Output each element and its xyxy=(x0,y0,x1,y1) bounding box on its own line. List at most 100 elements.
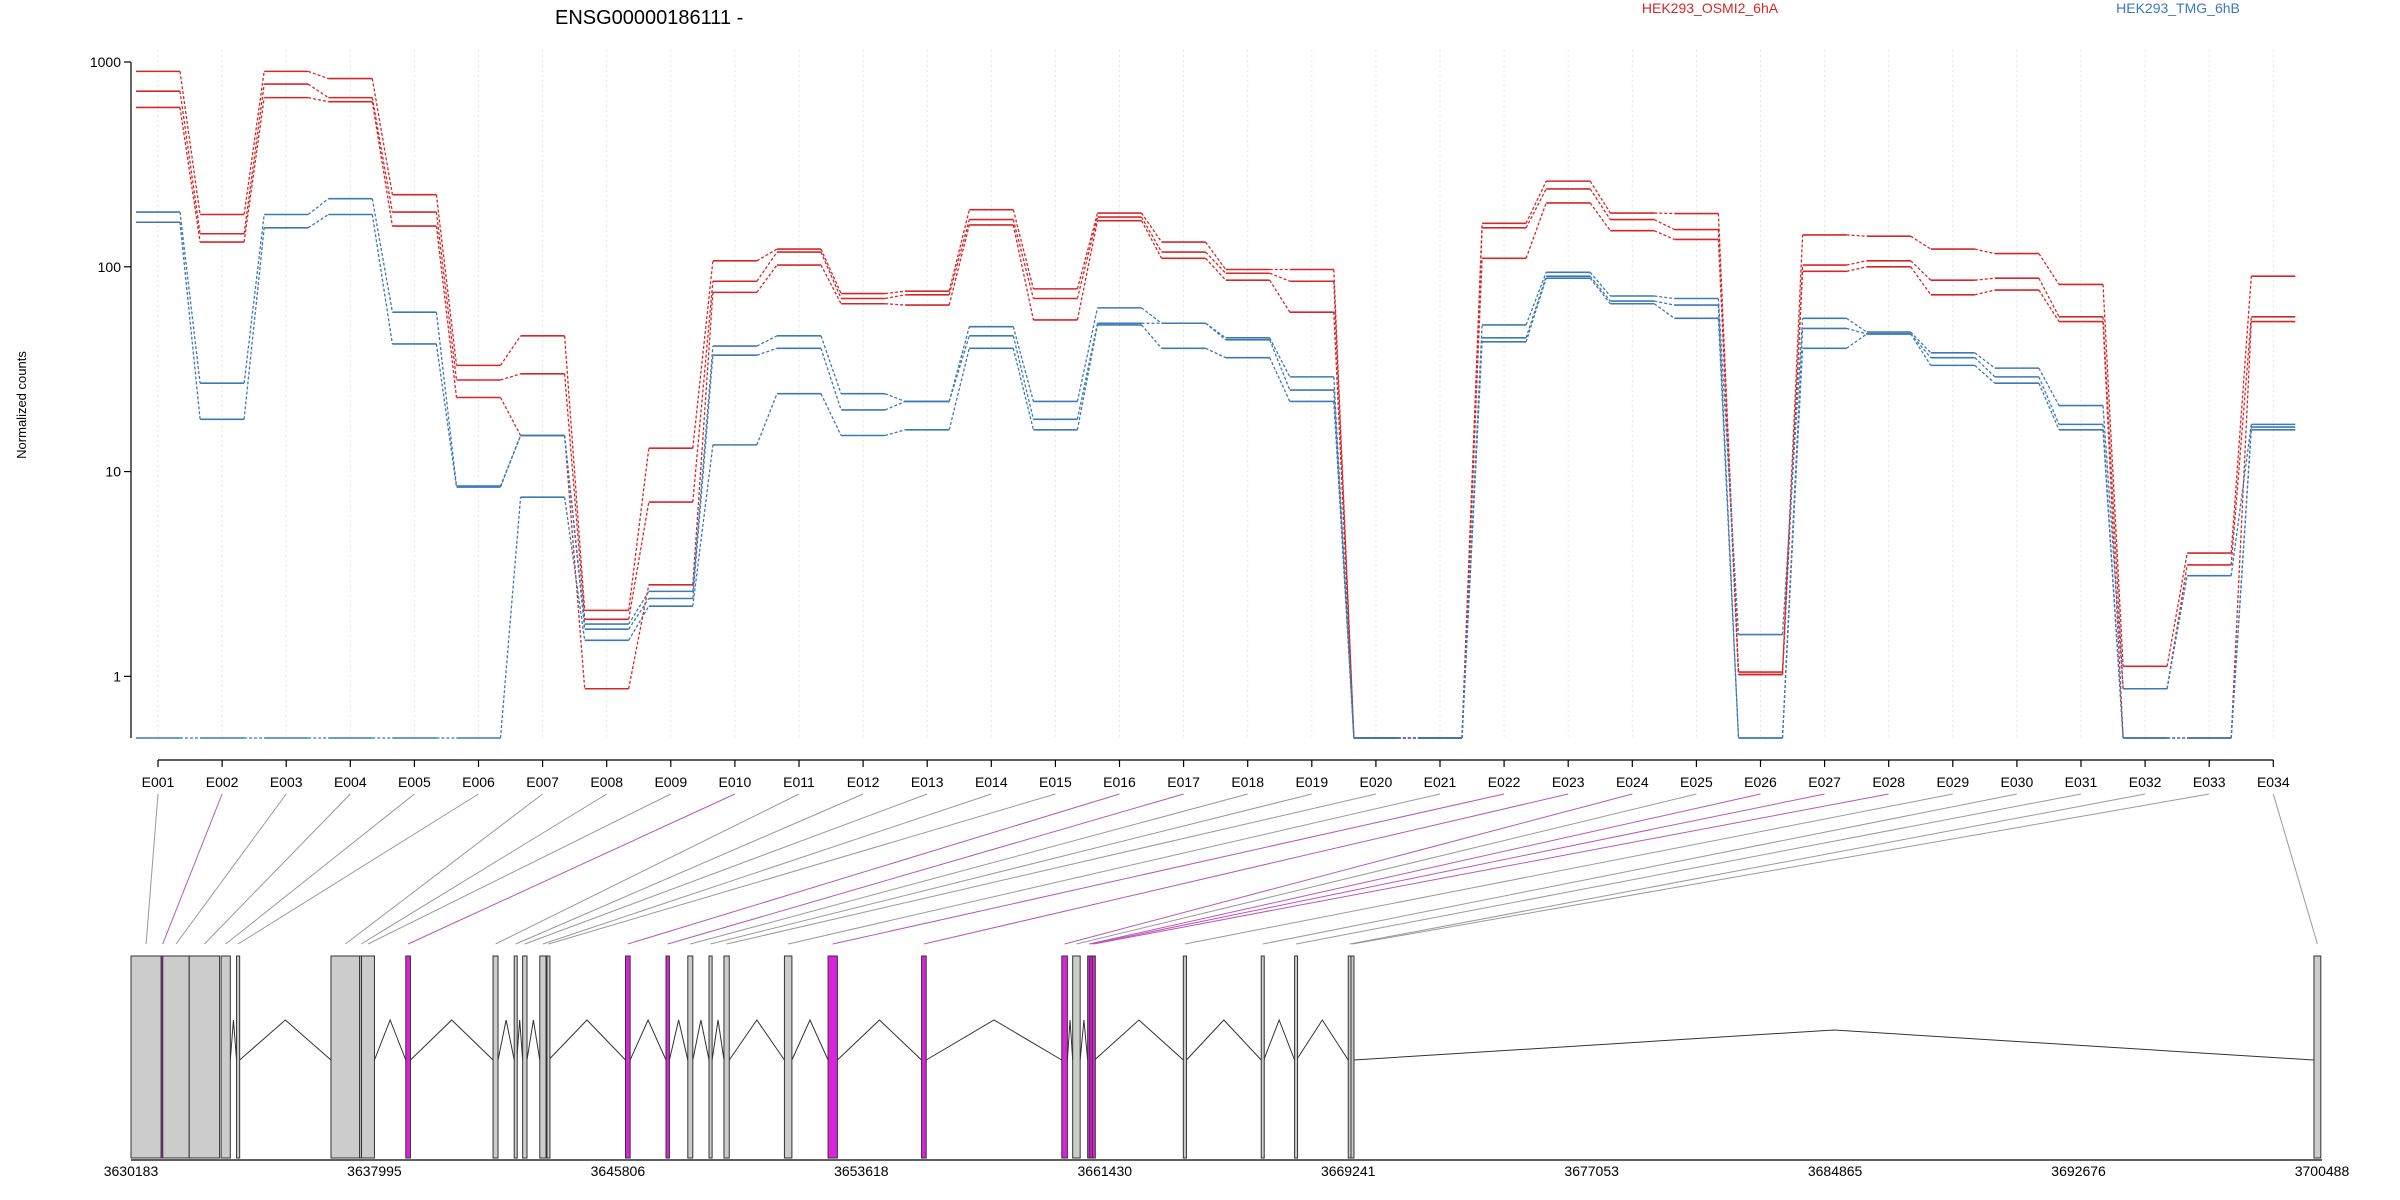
series-connector xyxy=(1781,348,1804,739)
series-connector xyxy=(885,303,906,306)
exon-mapping-line xyxy=(690,793,1248,945)
series-connector xyxy=(2102,429,2124,739)
series-connector xyxy=(1974,352,1996,369)
intron-connector xyxy=(526,1019,541,1061)
exon-box xyxy=(130,955,162,1159)
intron-connector xyxy=(925,1019,1063,1061)
series-connector xyxy=(1781,234,1804,673)
x-tick-label: E010 xyxy=(719,774,752,790)
exon-mapping-line xyxy=(407,793,736,945)
exon-box xyxy=(624,955,631,1159)
series-connector xyxy=(1910,260,1932,281)
series-connector xyxy=(179,211,201,384)
series-connector xyxy=(1525,180,1547,224)
series-connector xyxy=(948,335,970,402)
series-connector xyxy=(1974,289,1996,296)
intron-connector xyxy=(791,1018,829,1061)
series-connector xyxy=(2166,575,2188,689)
series-1 xyxy=(136,70,2296,739)
series-connector xyxy=(628,598,650,630)
x-tick-label: E005 xyxy=(398,774,431,790)
series-connector xyxy=(435,194,458,366)
intron-connector xyxy=(548,1019,626,1061)
series-connector xyxy=(2102,321,2124,739)
series-connector xyxy=(1589,277,1611,305)
series-connector xyxy=(1589,188,1611,220)
series-connector xyxy=(1589,180,1611,214)
series-connector xyxy=(1076,323,1099,420)
exon-box xyxy=(522,955,528,1159)
exon-mapping-line xyxy=(515,793,864,945)
x-tick-label: E032 xyxy=(2129,774,2162,790)
series-connector xyxy=(563,373,586,620)
series-connector xyxy=(628,501,650,620)
exon-mapping-line xyxy=(788,793,1441,945)
exon-box xyxy=(687,955,694,1159)
x-tick-label: E033 xyxy=(2193,774,2226,790)
series-connector xyxy=(1205,322,1227,339)
series-connector xyxy=(1333,390,1355,739)
series-connector xyxy=(243,71,265,215)
gene-model-track: 3630183 3637995 3645806 3653618 3661430 36692… xyxy=(104,955,2349,1179)
exon-box xyxy=(827,955,838,1159)
series-connector xyxy=(371,214,394,345)
series-connector xyxy=(435,343,458,488)
chart-title: ENSG00000186111 - xyxy=(555,7,743,29)
x-tick-label: E019 xyxy=(1295,774,1328,790)
exon-mapping-line xyxy=(1089,793,1761,945)
series-connector xyxy=(179,71,201,215)
series-connector xyxy=(628,448,650,611)
series-connector xyxy=(1012,219,1035,299)
exon-box xyxy=(330,955,361,1159)
exon-mapping-line xyxy=(667,793,1184,945)
intron-connector xyxy=(1094,1019,1184,1061)
series-connector xyxy=(820,348,842,411)
genomic-tick-label: 3677053 xyxy=(1564,1163,1619,1179)
series-connector xyxy=(948,209,970,292)
exon-mapping-lines xyxy=(145,793,2318,945)
exon-mapping-line xyxy=(542,793,992,945)
exon-mapping-line xyxy=(145,793,159,945)
series-connector xyxy=(2038,376,2060,425)
series-connector xyxy=(2038,382,2060,431)
series-connector xyxy=(1846,266,1867,272)
exon-mapping-line xyxy=(1076,793,1697,945)
y-axis-label: Normalized counts xyxy=(14,351,29,459)
series-connector xyxy=(1910,235,1932,250)
series-connector xyxy=(1654,300,1675,306)
series-connector xyxy=(1076,216,1099,299)
series-connector xyxy=(1654,295,1675,300)
series-connector xyxy=(692,346,714,592)
series-connector xyxy=(1974,364,1996,384)
intron-connector xyxy=(668,1019,689,1061)
exon-box xyxy=(162,955,190,1159)
series-connector xyxy=(1205,257,1227,281)
series-connector xyxy=(1910,266,1932,296)
series-connector xyxy=(756,335,778,347)
exon-box xyxy=(539,955,547,1159)
series-connector xyxy=(243,97,265,243)
intron-connector xyxy=(728,1019,785,1061)
series-connector xyxy=(1589,271,1611,297)
exon-mapping-line xyxy=(162,793,223,945)
series-connector xyxy=(371,78,394,195)
series-connector xyxy=(948,348,970,430)
series-connector xyxy=(1910,331,1932,354)
intron-connector xyxy=(1066,1019,1074,1061)
series-connector xyxy=(1012,224,1035,321)
exon-box xyxy=(220,955,231,1159)
series-connector xyxy=(948,219,970,295)
y-tick-label: 1000 xyxy=(90,54,121,70)
exon-mapping-line xyxy=(1349,793,2146,945)
series-connector xyxy=(243,84,265,234)
exon-mapping-line xyxy=(627,793,1120,945)
x-tick-label: E003 xyxy=(270,774,303,790)
series-connector xyxy=(756,347,778,356)
exon-mapping-line xyxy=(225,793,415,945)
legend: HEK293_OSMI2_6hA HEK293_TMG_6hB xyxy=(1642,0,2240,16)
x-tick-label: E002 xyxy=(206,774,239,790)
series-connector xyxy=(1333,269,1355,739)
x-tick-label: E024 xyxy=(1616,774,1649,790)
series-connector xyxy=(371,101,394,227)
